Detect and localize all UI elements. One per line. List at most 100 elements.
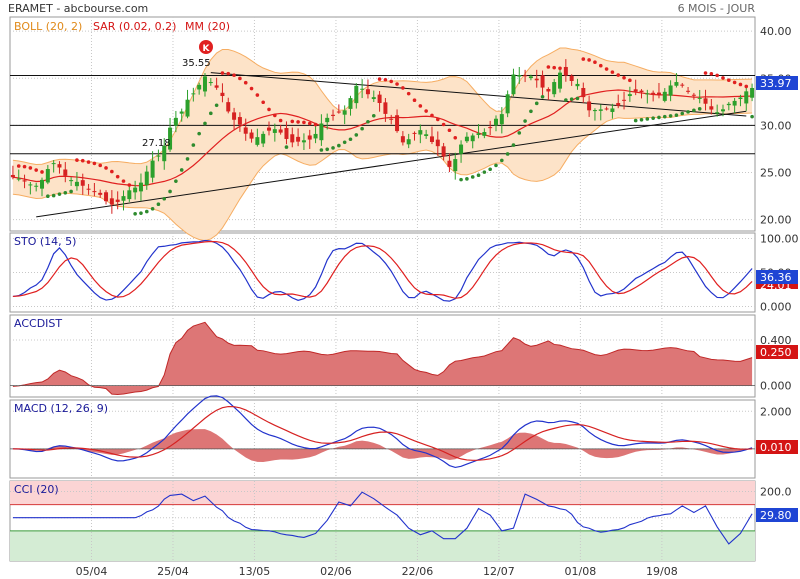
candle-body — [412, 132, 417, 134]
candle-body — [10, 174, 15, 178]
sar-dot — [296, 120, 300, 124]
candle-body — [28, 184, 33, 186]
candle-body — [697, 97, 702, 99]
sar-dot — [645, 117, 650, 121]
candle-body — [691, 94, 696, 96]
candle-body — [197, 84, 202, 90]
sar-dot — [267, 107, 271, 112]
candle-body — [261, 133, 266, 144]
price-y-tick-label: 30.00 — [760, 119, 792, 132]
sar-dot — [709, 72, 714, 76]
sar-dot — [331, 146, 335, 150]
sar-dot — [482, 170, 487, 174]
sar-dot — [511, 143, 516, 147]
candle-body — [558, 72, 563, 89]
candle-body — [173, 117, 178, 126]
sar-dot — [424, 109, 428, 113]
candle-body — [633, 89, 638, 92]
candle-body — [336, 111, 341, 113]
candle-body — [214, 85, 219, 88]
candle-body — [109, 198, 114, 205]
sar-dot — [273, 113, 277, 118]
candle-body — [750, 87, 755, 98]
candle-body — [651, 92, 656, 95]
candle-body — [383, 102, 388, 114]
candle-body — [639, 90, 644, 93]
sar-dot — [348, 137, 353, 142]
sar-dot — [389, 79, 394, 84]
candle-body — [185, 99, 190, 117]
candle-body — [709, 106, 714, 110]
sar-dot — [494, 163, 498, 168]
annotation-low: 27.18 — [142, 138, 171, 149]
candle-body — [395, 115, 400, 132]
macd-panel-label: MACD (12, 26, 9) — [14, 402, 108, 415]
sar-dot — [144, 209, 149, 214]
sto-y-tick-label: 0.000 — [760, 301, 792, 314]
sar-dot — [371, 113, 376, 118]
candle-body — [255, 137, 260, 145]
candle-body — [575, 83, 580, 87]
candle-body — [686, 90, 691, 92]
price-trend-line — [36, 110, 747, 218]
candle-body — [581, 87, 586, 98]
candle-body — [40, 179, 45, 189]
sar-dot — [552, 65, 556, 70]
candle-body — [493, 118, 498, 126]
event-marker-label[interactable]: K — [203, 44, 211, 54]
sar-dot — [500, 158, 504, 163]
sar-dot — [412, 98, 417, 103]
candle-body — [92, 191, 97, 193]
candle-body — [365, 89, 370, 95]
candle-body — [488, 127, 493, 129]
sar-dot — [354, 133, 359, 137]
candle-body — [121, 196, 126, 201]
sar-dot — [203, 121, 207, 126]
candle-body — [680, 84, 685, 86]
candle-body — [98, 192, 103, 195]
sar-dot — [92, 161, 97, 166]
candle-body — [470, 135, 475, 142]
candle-body — [168, 127, 173, 150]
sar-dot — [587, 58, 591, 62]
event-marker[interactable]: K — [199, 40, 213, 54]
event-marker-circle[interactable] — [199, 40, 213, 54]
sar-dot — [715, 73, 719, 78]
candle-body — [138, 182, 143, 192]
candle-body — [453, 159, 458, 172]
sar-dot — [121, 179, 126, 183]
macd-value-badge: 0.010 — [756, 440, 798, 454]
candle-body — [534, 78, 539, 81]
candle-body — [249, 132, 254, 139]
sar-dot — [127, 183, 132, 187]
sar-dot — [476, 173, 481, 177]
macd-value-badge-text: 0.010 — [760, 441, 792, 454]
sar-dot — [628, 78, 632, 83]
candle-body — [360, 88, 365, 90]
sar-dot — [185, 157, 190, 161]
candle-body — [57, 164, 62, 168]
candle-body — [325, 117, 330, 123]
price-y-tick-label: 20.00 — [760, 214, 792, 227]
candle-body — [528, 76, 533, 79]
sar-dot — [238, 76, 242, 81]
sar-dot — [342, 140, 347, 145]
candle-body — [482, 132, 487, 136]
sar-dot — [232, 73, 236, 78]
sar-dot — [738, 82, 743, 87]
chart-title: ERAMET - abcbourse.com — [8, 2, 148, 15]
sar-dot — [150, 207, 155, 211]
sar-dot — [697, 107, 702, 111]
sar-dot — [750, 114, 754, 119]
cci-line — [12, 491, 753, 545]
sar-dot — [692, 108, 696, 113]
candle-body — [63, 169, 68, 176]
candle-body — [732, 100, 737, 106]
candle-body — [243, 127, 248, 134]
annotation-high: 35.55 — [182, 58, 211, 69]
x-tick-label: 25/04 — [157, 565, 189, 578]
candle-body — [237, 117, 242, 125]
accdist-y-tick-label: 0.000 — [760, 380, 792, 393]
candle-body — [226, 102, 231, 112]
candle-body — [348, 98, 353, 109]
